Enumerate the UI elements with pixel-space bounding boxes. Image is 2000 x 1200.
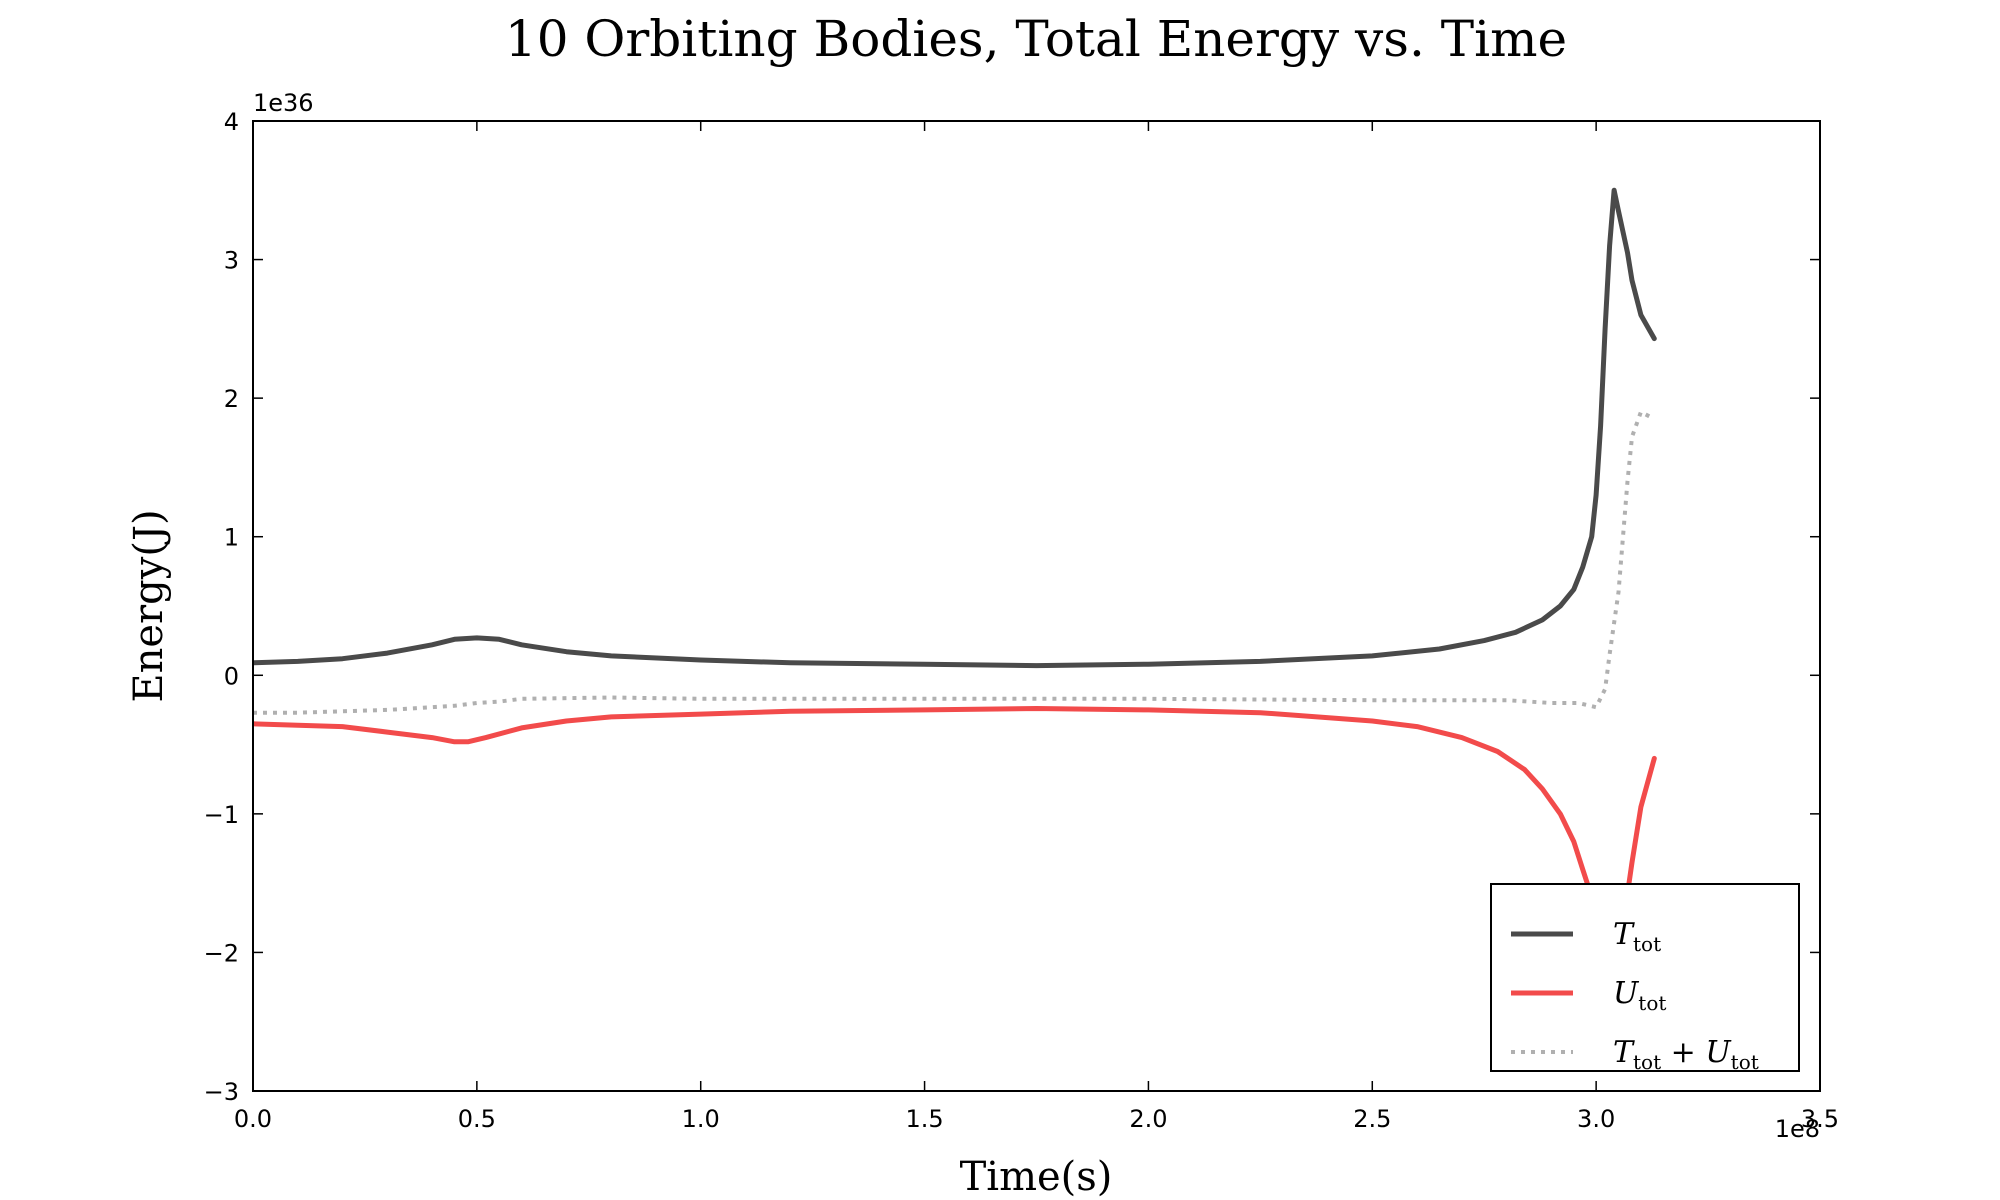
y-multiplier: 1e36 (253, 89, 314, 117)
series-line-0 (253, 187, 1657, 669)
legend-label-1: Utot (1613, 976, 1666, 1015)
legend-main-2: U (1705, 1035, 1732, 1070)
y-tick-label: 3 (224, 247, 239, 275)
x-multiplier: 1e8 (1775, 1115, 1820, 1143)
legend-main: U (1613, 976, 1640, 1011)
x-tick-label: 0.5 (458, 1105, 496, 1133)
legend-sub: tot (1638, 991, 1666, 1015)
legend-main: T (1613, 1035, 1635, 1070)
legend-box (1490, 883, 1800, 1072)
legend-label-2: Ttot + Utot (1613, 1035, 1759, 1074)
chart-title: 10 Orbiting Bodies, Total Energy vs. Tim… (505, 10, 1567, 68)
x-tick-label: 3.5 (1801, 1105, 1839, 1133)
x-tick-label: 3.0 (1577, 1105, 1615, 1133)
legend-sub-2: tot (1731, 1050, 1759, 1074)
y-tick-label: −1 (204, 801, 239, 829)
legend-main: T (1613, 917, 1635, 952)
y-tick-label: 1 (224, 524, 239, 552)
series-lines (253, 187, 1657, 983)
x-tick-label: 2.0 (1129, 1105, 1167, 1133)
x-axis-label: Time(s) (960, 1154, 1113, 1200)
x-tick-label: 1.5 (905, 1105, 943, 1133)
y-axis-label: Energy(J) (126, 509, 172, 702)
y-tick-label: 4 (224, 108, 239, 136)
x-tick-label: 0.0 (234, 1105, 272, 1133)
series-line-2 (253, 410, 1656, 715)
x-tick-label: 1.0 (682, 1105, 720, 1133)
y-tick-label: −2 (204, 939, 239, 967)
legend-op: + (1661, 1035, 1705, 1070)
axis-ticks: 0.0 0.5 1.0 1.5 2.0 2.5 3.0 3.5 −3 −2 −1 0 1 2 3 4 (204, 108, 1839, 1133)
series-line-1 (253, 706, 1657, 983)
plot-frame (252, 120, 1821, 1092)
legend-label-0: Ttot (1613, 917, 1661, 956)
legend-sub: tot (1633, 1050, 1661, 1074)
x-tick-label: 2.5 (1353, 1105, 1391, 1133)
y-tick-label: 2 (224, 385, 239, 413)
y-tick-label: −3 (204, 1078, 239, 1106)
legend-sub: tot (1633, 932, 1661, 956)
y-tick-label: 0 (224, 662, 239, 690)
